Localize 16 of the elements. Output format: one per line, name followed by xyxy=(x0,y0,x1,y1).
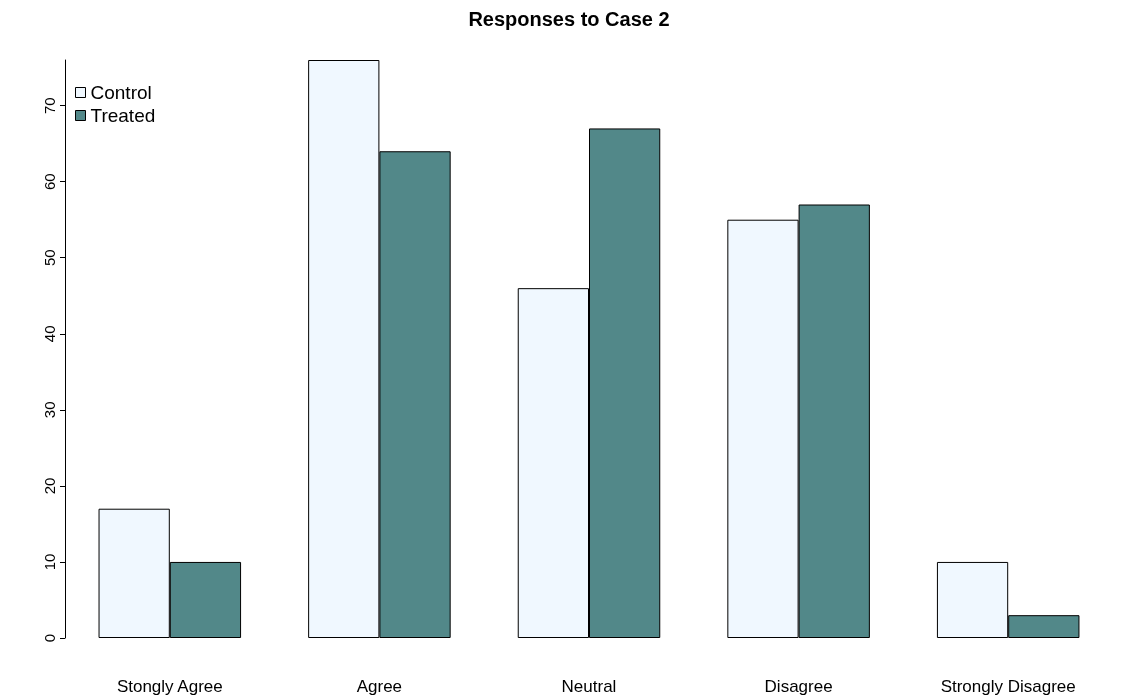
y-tick-label: 70 xyxy=(41,97,58,114)
legend-label: Control xyxy=(90,82,152,103)
y-tick-label: 10 xyxy=(41,553,58,571)
y-tick-label: 0 xyxy=(41,633,58,643)
y-tick-label: 20 xyxy=(41,477,58,495)
y-tick-label: 30 xyxy=(41,401,58,419)
y-tick-label: 50 xyxy=(41,249,58,267)
legend-label: Treated xyxy=(90,105,156,126)
chart-title: Responses to Case 2 xyxy=(468,8,670,30)
x-tick-label: Strongly Disagree xyxy=(940,677,1076,696)
x-tick-label: Disagree xyxy=(764,677,833,696)
y-tick-label: 40 xyxy=(41,325,58,343)
y-tick-label: 60 xyxy=(41,173,58,191)
x-tick-label: Stongly Agree xyxy=(116,677,223,696)
x-tick-label: Agree xyxy=(356,677,403,696)
x-tick-label: Neutral xyxy=(561,677,617,696)
